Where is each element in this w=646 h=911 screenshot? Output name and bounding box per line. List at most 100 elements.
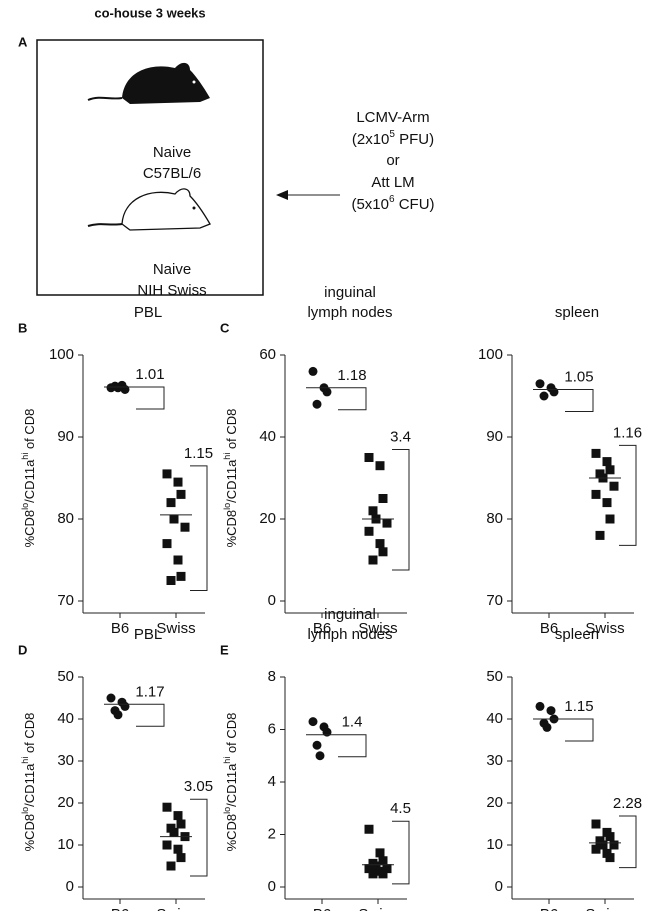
chart-title: inguinal (324, 606, 376, 623)
data-point (162, 840, 172, 850)
x-tick-label: B6 (111, 620, 129, 637)
data-point (602, 457, 612, 467)
data-point (162, 469, 172, 479)
data-point (120, 701, 130, 711)
y-axis-label-part: of CD8 (224, 713, 239, 757)
data-point (312, 740, 322, 750)
chart-title: lymph nodes (307, 304, 392, 321)
chart-title: spleen (555, 626, 599, 643)
y-axis-label-part: lo (20, 503, 30, 510)
ratio-label: 1.15 (564, 698, 593, 715)
data-point (591, 448, 601, 458)
data-point (166, 498, 176, 508)
y-axis-label-part: %CD8 (224, 814, 239, 852)
x-tick-label: B6 (111, 906, 129, 911)
data-point (591, 819, 601, 829)
data-point (364, 453, 374, 462)
mouse-label: NIH Swiss (137, 282, 206, 299)
bracket (619, 815, 637, 869)
data-point (162, 539, 172, 549)
y-axis-label-part: lo (222, 503, 232, 510)
data-point (609, 840, 619, 850)
data-point (549, 387, 559, 397)
data-point (375, 848, 385, 858)
ratio-label: 1.01 (135, 366, 164, 383)
data-point (546, 706, 556, 716)
ratio-label: 1.16 (613, 424, 642, 441)
infection-text: LCMV-Arm (356, 109, 429, 126)
data-point (595, 530, 605, 540)
data-point (602, 498, 612, 508)
x-tick-label: B6 (540, 620, 558, 637)
y-tick-label: 80 (57, 510, 74, 527)
y-tick-label: 20 (486, 794, 503, 811)
infection-text: (2x105 PFU) (352, 129, 434, 148)
bracket (190, 465, 208, 591)
ratio-label: 2.28 (613, 795, 642, 812)
y-axis-label: %CD8lo/CD11ahi of CD8 (222, 713, 239, 852)
data-point (166, 861, 176, 871)
ratio-label: 1.17 (135, 683, 164, 700)
black-mouse (87, 62, 210, 104)
data-point (162, 802, 172, 812)
y-tick-label: 6 (268, 720, 276, 737)
y-tick-label: 0 (268, 592, 276, 609)
y-tick-label: 0 (268, 878, 276, 895)
ratio-label: 1.05 (564, 368, 593, 385)
x-tick-label: Swiss (156, 620, 195, 637)
data-point (173, 844, 183, 854)
x-tick-label: Swiss (156, 906, 195, 911)
y-tick-label: 8 (268, 668, 276, 685)
chart-title: spleen (555, 304, 599, 321)
infection-text: or (386, 152, 399, 169)
data-point (113, 383, 123, 393)
chart-title: PBL (134, 626, 162, 643)
chart-title: PBL (134, 304, 162, 321)
data-point (176, 819, 186, 829)
ratio-label: 4.5 (390, 800, 411, 817)
y-tick-label: 90 (486, 428, 503, 445)
data-point (322, 727, 332, 737)
y-axis-label-part: hi (20, 757, 30, 764)
data-point (375, 539, 385, 549)
data-point (368, 506, 378, 516)
chart-title: inguinal (324, 284, 376, 301)
panel-letter: A (18, 34, 28, 49)
ratio-label: 3.4 (390, 428, 411, 445)
bracket (136, 386, 165, 410)
y-tick-label: 2 (268, 825, 276, 842)
bracket (338, 387, 367, 411)
data-point (539, 391, 549, 401)
y-axis-label: %CD8lo/CD11ahi of CD8 (222, 409, 239, 548)
data-point (368, 869, 378, 879)
panel-letter: C (220, 320, 230, 335)
y-axis-label-part: %CD8 (22, 814, 37, 852)
y-axis-label-part: %CD8 (22, 510, 37, 548)
data-point (368, 555, 378, 565)
y-axis-label-part: /CD11a (224, 763, 239, 807)
y-tick-label: 70 (486, 592, 503, 609)
y-tick-label: 10 (486, 836, 503, 853)
x-tick-label: B6 (313, 620, 331, 637)
data-point (378, 869, 388, 879)
y-axis-label: %CD8lo/CD11ahi of CD8 (20, 409, 37, 548)
data-point (173, 477, 183, 487)
y-tick-label: 70 (57, 592, 74, 609)
data-point (375, 461, 385, 471)
y-tick-label: 30 (57, 752, 74, 769)
data-point (609, 481, 619, 491)
ratio-label: 1.15 (184, 445, 213, 462)
bracket (565, 718, 594, 742)
data-point (378, 856, 388, 866)
y-tick-label: 40 (259, 428, 276, 445)
data-point (173, 555, 183, 565)
x-tick-label: B6 (540, 906, 558, 911)
bracket (338, 734, 367, 758)
data-point (378, 547, 388, 557)
y-tick-label: 4 (268, 773, 276, 790)
infection-text: Att LM (371, 174, 414, 191)
data-point (598, 840, 608, 850)
y-tick-label: 40 (486, 710, 503, 727)
data-point (180, 522, 190, 532)
data-point (176, 853, 186, 863)
